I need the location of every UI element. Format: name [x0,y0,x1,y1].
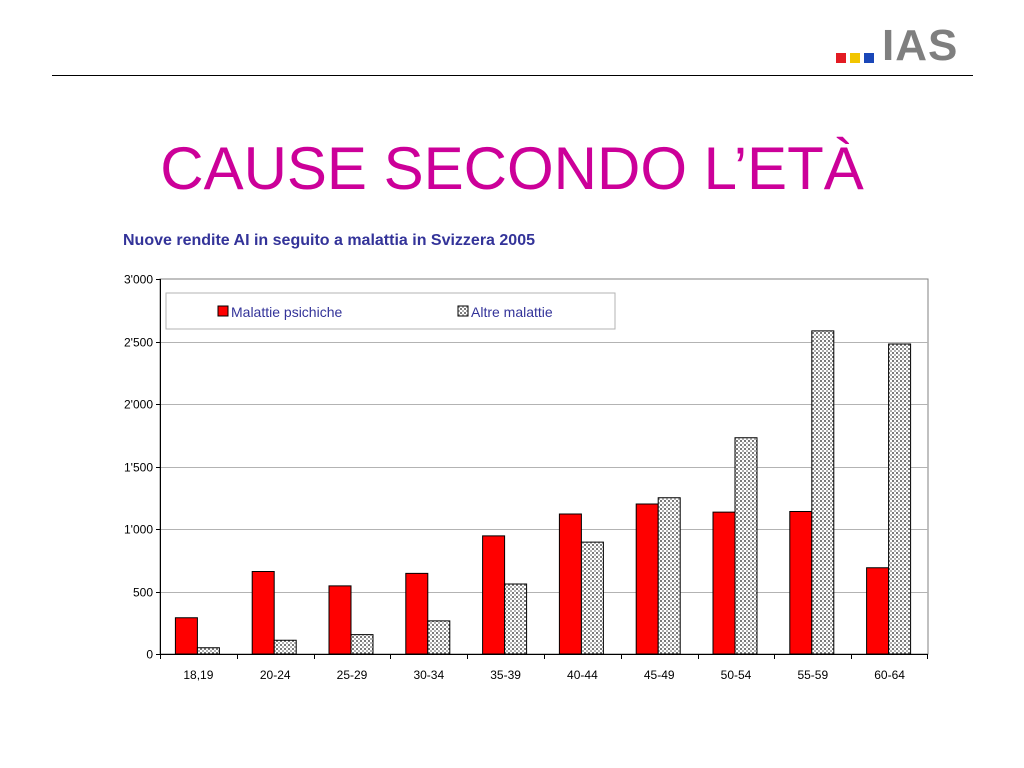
y-tick-label: 1'500 [124,461,153,475]
slide-title: CAUSE SECONDO L’ETÀ [160,135,864,202]
y-tick-label: 2'000 [124,398,153,412]
y-tick-label: 1'000 [124,523,153,537]
ias-logo: IAS [836,22,976,70]
x-tick-label: 20-24 [260,668,291,682]
bar-altre-malattie-5 [580,541,604,655]
logo-red-square [836,53,846,63]
logo-text: IAS [882,21,959,70]
logo-yellow-square [850,53,860,63]
legend-swatch [457,305,469,317]
bar-altre-malattie-1 [273,639,297,655]
bar-malattie-psichiche-3 [405,572,429,655]
x-tick-label: 30-34 [413,668,444,682]
bar-malattie-psichiche-9 [866,567,890,655]
legend-swatch [217,305,229,317]
bar-altre-malattie-4 [504,583,528,655]
legend-label: Altre malattie [471,304,553,320]
legend-box [165,292,616,330]
bar-altre-malattie-8 [811,330,835,655]
bar-malattie-psichiche-0 [174,617,198,655]
legend: Malattie psichiche Altre malattie [165,292,616,330]
x-tick-label: 45-49 [644,668,675,682]
y-tick-label: 3'000 [124,273,153,287]
bar-malattie-psichiche-1 [251,571,275,655]
bar-altre-malattie-6 [657,497,681,655]
x-tick-label: 25-29 [337,668,368,682]
chart-title: Nuove rendite AI in seguito a malattia i… [123,232,535,249]
bars [174,330,912,655]
legend-label: Malattie psichiche [231,304,342,320]
bar-altre-malattie-9 [888,343,912,655]
bar-altre-malattie-0 [196,647,220,655]
logo-blue-square [864,53,874,63]
bar-altre-malattie-2 [350,634,374,655]
bar-malattie-psichiche-4 [482,535,506,655]
y-tick-label: 500 [133,586,153,600]
bar-malattie-psichiche-5 [558,513,582,655]
y-tick-label: 2'500 [124,336,153,350]
header-rule [52,75,973,76]
x-tick-label: 60-64 [874,668,905,682]
bar-malattie-psichiche-8 [789,511,813,655]
tick-labels: 0 500 1'000 1'500 2'000 2'500 3'000 18,19 20-24 2… [124,273,905,683]
bar-malattie-psichiche-2 [328,585,352,655]
bar-malattie-psichiche-6 [635,503,659,655]
x-tick-label: 50-54 [721,668,752,682]
bar-altre-malattie-3 [427,620,451,655]
y-tick-label: 0 [146,648,153,662]
bar-malattie-psichiche-7 [712,511,736,655]
x-tick-label: 55-59 [797,668,828,682]
x-tick-label: 35-39 [490,668,521,682]
x-tick-label: 18,19 [183,668,213,682]
bar-altre-malattie-7 [734,437,758,655]
x-tick-label: 40-44 [567,668,598,682]
